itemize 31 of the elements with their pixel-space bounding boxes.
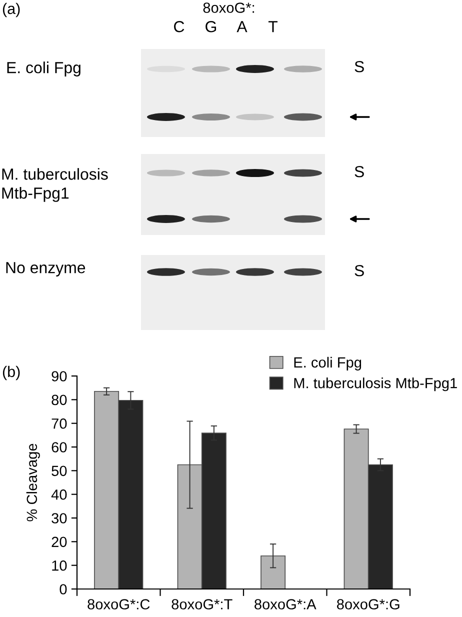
y-tick-label: 30 xyxy=(52,513,67,524)
x-tick-label: 8oxoG*:T xyxy=(172,599,232,610)
text: C xyxy=(174,20,184,32)
y-tick-label: 20 xyxy=(52,536,67,548)
x-tick-label: 8oxoG*:G xyxy=(336,599,400,610)
text: G xyxy=(206,20,216,32)
text: S xyxy=(354,166,364,178)
text: T xyxy=(268,21,278,32)
y-tick-label: 50 xyxy=(52,466,67,476)
x-tick-label: 8oxoG*:C xyxy=(88,599,150,610)
y-tick-label: 70 xyxy=(52,418,67,429)
text: S xyxy=(354,264,364,276)
text: E. coli Fpg xyxy=(7,62,80,76)
bar xyxy=(260,555,286,589)
y-axis-title: % Cleavage xyxy=(26,444,40,522)
y-tick-label: 90 xyxy=(52,371,67,382)
y-tick-label: 10 xyxy=(52,560,67,571)
y-tick-label: 40 xyxy=(51,489,67,500)
y-tick-label: 80 xyxy=(52,394,67,406)
legend-label: M. tuberculosis Mtb-Fpg1 xyxy=(294,378,457,392)
chart-title: (b) xyxy=(2,366,20,380)
y-tick-label: 0 xyxy=(60,584,67,594)
text: A xyxy=(236,21,248,32)
text: (a) xyxy=(2,2,20,18)
x-tick-label: 8oxoG*:A xyxy=(254,599,316,610)
text: M. tuberculosis Mtb-Fpg1 xyxy=(2,168,108,202)
text: S xyxy=(354,60,364,72)
y-tick-label: 60 xyxy=(52,442,67,452)
text: 8oxoG*: xyxy=(203,2,254,13)
legend-label: E. coli Fpg xyxy=(294,356,362,370)
text: No enzyme xyxy=(6,262,86,276)
